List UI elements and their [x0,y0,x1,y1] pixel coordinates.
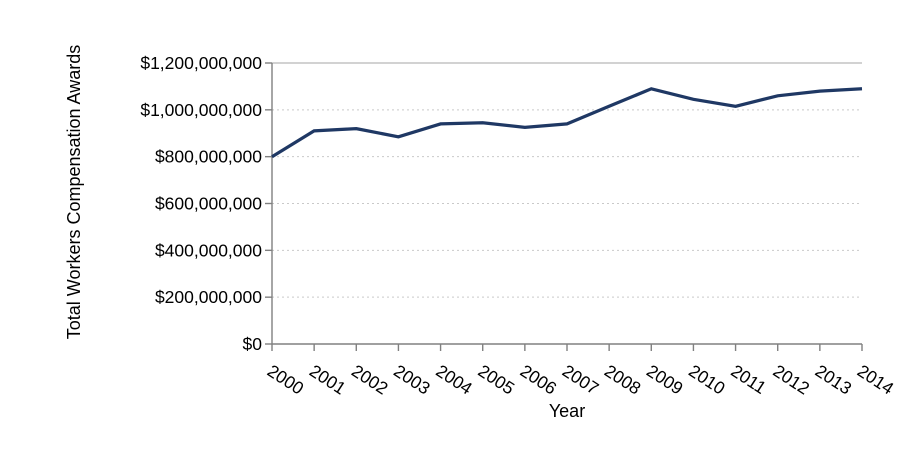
y-tick-label: $800,000,000 [155,147,262,167]
x-tick-label: 2007 [559,361,603,399]
gridlines [272,62,862,298]
x-tick-label: 2003 [390,361,434,399]
x-tick-label: 2005 [475,361,519,399]
x-axis-title: Year [549,401,585,421]
x-tick-label: 2009 [643,361,687,399]
x-tick-label: 2004 [432,361,476,399]
y-axis-ticks [265,62,272,345]
x-tick-label: 2008 [601,361,645,399]
data-series-layer [271,87,863,159]
x-tick-label: 2010 [685,361,729,399]
y-tick-label: $0 [243,334,263,354]
x-tick-label: 2011 [727,361,769,398]
x-axis-ticks [271,344,863,351]
y-axis-title: Total Workers Compensation Awards [64,45,84,339]
y-tick-label: $1,000,000,000 [140,100,262,120]
x-axis-labels: 2000200120022003200420052006200720082009… [264,361,898,399]
y-axis-labels: $0 $200,000,000 $400,000,000 $600,000,000 $8… [140,53,262,354]
x-tick-label: 2012 [770,361,814,399]
x-tick-label: 2000 [264,361,308,399]
y-tick-label: $600,000,000 [155,194,262,214]
x-tick-label: 2002 [348,361,392,399]
x-tick-label: 2014 [854,361,898,399]
y-tick-label: $400,000,000 [155,240,262,260]
y-tick-label: $1,200,000,000 [140,53,262,73]
x-tick-label: 2013 [812,361,856,399]
x-tick-label: 2006 [517,361,561,399]
y-tick-label: $200,000,000 [155,287,262,307]
x-tick-label: 2001 [306,361,350,399]
data-series-line [271,87,863,159]
